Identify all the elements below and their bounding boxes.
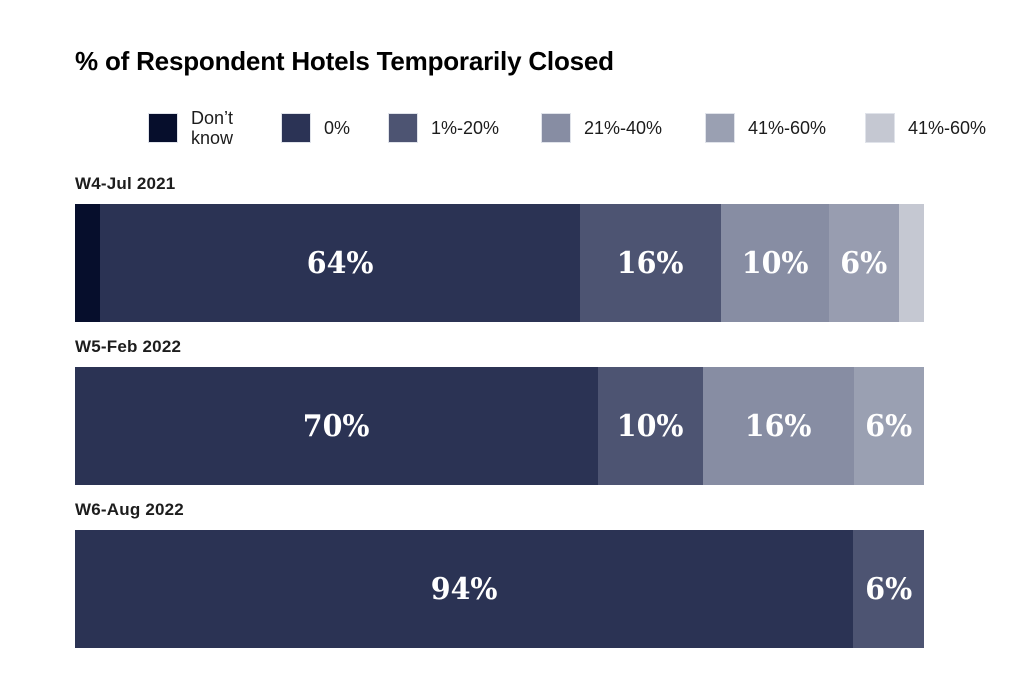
bar-segment: 6% bbox=[852, 530, 924, 648]
bar-segment-label: 64% bbox=[306, 245, 374, 281]
bar-row: W5-Feb 2022 70% 10% 16% 6% bbox=[75, 337, 924, 485]
bar-segment: 64% bbox=[99, 204, 581, 322]
legend-item-label: Don’t know bbox=[191, 107, 234, 148]
bar-row: W4-Jul 2021 64% 16% 10% 6% bbox=[75, 174, 924, 322]
bar-segment-label: 6% bbox=[840, 245, 888, 281]
bar-segment: 16% bbox=[580, 204, 722, 322]
stacked-bar: 94% 6% bbox=[75, 530, 924, 648]
bar-segment-label: 16% bbox=[744, 408, 812, 444]
chart-title: % of Respondent Hotels Temporarily Close… bbox=[75, 46, 614, 76]
legend-swatch bbox=[281, 113, 311, 143]
legend-item-label: 41%-60% bbox=[748, 117, 827, 138]
bar-segment-label: 70% bbox=[303, 408, 370, 444]
chart-legend: Don’t know 0% 1%-20% 21%-40% 41%-60% 41%-60% bbox=[75, 108, 986, 148]
legend-swatch bbox=[148, 113, 178, 143]
legend-item-label: 41%-60% bbox=[908, 117, 987, 138]
bar-segment: 70% bbox=[75, 367, 598, 485]
bar-segment: 16% bbox=[703, 367, 854, 485]
bar-segment-label: 6% bbox=[864, 571, 912, 607]
legend-item: 41%-60% bbox=[865, 113, 986, 143]
bar-segment: 10% bbox=[721, 204, 829, 322]
bar-segment: 6% bbox=[853, 367, 924, 485]
bar-row-label: W6-Aug 2022 bbox=[75, 500, 184, 519]
legend-item-label: 21%-40% bbox=[584, 117, 663, 138]
legend-item-label: 1%-20% bbox=[431, 117, 500, 138]
bar-row-label: W4-Jul 2021 bbox=[75, 174, 176, 193]
legend-item: 21%-40% bbox=[541, 113, 662, 143]
legend-item: Don’t know bbox=[148, 108, 253, 148]
bar-segment: 94% bbox=[75, 530, 853, 648]
bar-segment-label: 10% bbox=[617, 408, 684, 444]
bar-row-label: W5-Feb 2022 bbox=[75, 337, 182, 356]
legend-item: 0% bbox=[281, 113, 350, 143]
bar-segment-label: 16% bbox=[617, 245, 684, 281]
legend-swatch bbox=[705, 113, 735, 143]
stacked-bar: 64% 16% 10% 6% bbox=[75, 204, 924, 322]
bar-segment-label: 10% bbox=[741, 245, 809, 281]
legend-item: 1%-20% bbox=[388, 113, 499, 143]
bar-segment: 6% bbox=[828, 204, 900, 322]
legend-swatch bbox=[541, 113, 571, 143]
legend-item: 41%-60% bbox=[705, 113, 826, 143]
bar-row: W6-Aug 2022 94% 6% bbox=[75, 500, 924, 648]
bar-segment bbox=[899, 204, 924, 322]
stacked-bar: 70% 10% 16% 6% bbox=[75, 367, 924, 485]
bar-segment bbox=[75, 204, 100, 322]
bar-rows: W4-Jul 2021 64% 16% 10% 6% W5-Feb 2022 70% 10% 1… bbox=[75, 174, 924, 648]
legend-swatch bbox=[865, 113, 895, 143]
bar-segment-label: 6% bbox=[865, 408, 913, 444]
legend-swatch bbox=[388, 113, 418, 143]
bar-segment-label: 94% bbox=[430, 571, 498, 607]
bar-segment: 10% bbox=[597, 367, 704, 485]
legend-item-label: 0% bbox=[324, 117, 351, 138]
